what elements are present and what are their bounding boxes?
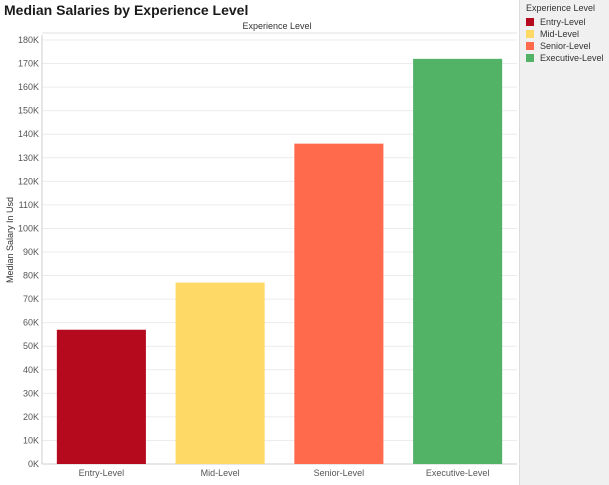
y-tick-label: 170K — [18, 59, 39, 69]
y-tick-label: 60K — [23, 318, 39, 328]
x-axis: Entry-Level Mid-Level Senior-Level Executiv… — [79, 468, 490, 478]
legend-item-senior-level[interactable]: Senior-Level — [526, 40, 591, 52]
legend: Experience Level Entry-Level Mid-Level S… — [519, 0, 609, 485]
y-tick-label: 160K — [18, 82, 39, 92]
bar-chart: Experience Level Median Salary In Usd 0K… — [5, 21, 517, 478]
legend-item-executive-level[interactable]: Executive-Level — [526, 52, 604, 64]
y-tick-label: 30K — [23, 388, 39, 398]
legend-swatch-mid-level — [526, 30, 534, 38]
y-tick-label: 180K — [18, 35, 39, 45]
y-tick-label: 50K — [23, 341, 39, 351]
y-tick-label: 120K — [18, 176, 39, 186]
legend-label-mid-level: Mid-Level — [540, 29, 580, 39]
y-tick-label: 80K — [23, 271, 39, 281]
legend-item-entry-level[interactable]: Entry-Level — [526, 16, 586, 28]
y-axis: 0K 10K 20K 30K 40K 50K 60K 70K 80K 90K 100K 110K 120… — [18, 35, 39, 469]
legend-label-senior-level: Senior-Level — [540, 41, 591, 51]
y-tick-label: 150K — [18, 106, 39, 116]
bar-senior-level[interactable] — [294, 143, 384, 464]
legend-item-mid-level[interactable]: Mid-Level — [526, 28, 579, 40]
legend-swatch-entry-level — [526, 18, 534, 26]
x-tick-label-mid-level: Mid-Level — [201, 468, 240, 478]
x-tick-label-executive-level: Executive-Level — [426, 468, 490, 478]
column-header: Experience Level — [242, 21, 311, 31]
y-axis-title: Median Salary In Usd — [5, 197, 15, 283]
chart-title: Median Salaries by Experience Level — [4, 2, 249, 18]
y-tick-label: 40K — [23, 365, 39, 375]
y-tick-label: 0K — [28, 459, 39, 469]
legend-title: Experience Level — [526, 3, 596, 13]
bar-mid-level[interactable] — [175, 282, 265, 464]
y-tick-label: 130K — [18, 153, 39, 163]
y-tick-label: 20K — [23, 412, 39, 422]
legend-label-executive-level: Executive-Level — [540, 53, 604, 63]
x-tick-label-senior-level: Senior-Level — [314, 468, 365, 478]
bar-executive-level[interactable] — [413, 58, 503, 464]
y-tick-label: 10K — [23, 435, 39, 445]
y-tick-label: 90K — [23, 247, 39, 257]
x-tick-label-entry-level: Entry-Level — [79, 468, 125, 478]
legend-label-entry-level: Entry-Level — [540, 17, 586, 27]
legend-swatch-executive-level — [526, 54, 534, 62]
bar-entry-level[interactable] — [56, 329, 146, 464]
legend-swatch-senior-level — [526, 42, 534, 50]
bars — [56, 58, 503, 464]
y-tick-label: 140K — [18, 129, 39, 139]
y-tick-label: 100K — [18, 223, 39, 233]
y-tick-label: 70K — [23, 294, 39, 304]
y-tick-label: 110K — [19, 200, 39, 210]
